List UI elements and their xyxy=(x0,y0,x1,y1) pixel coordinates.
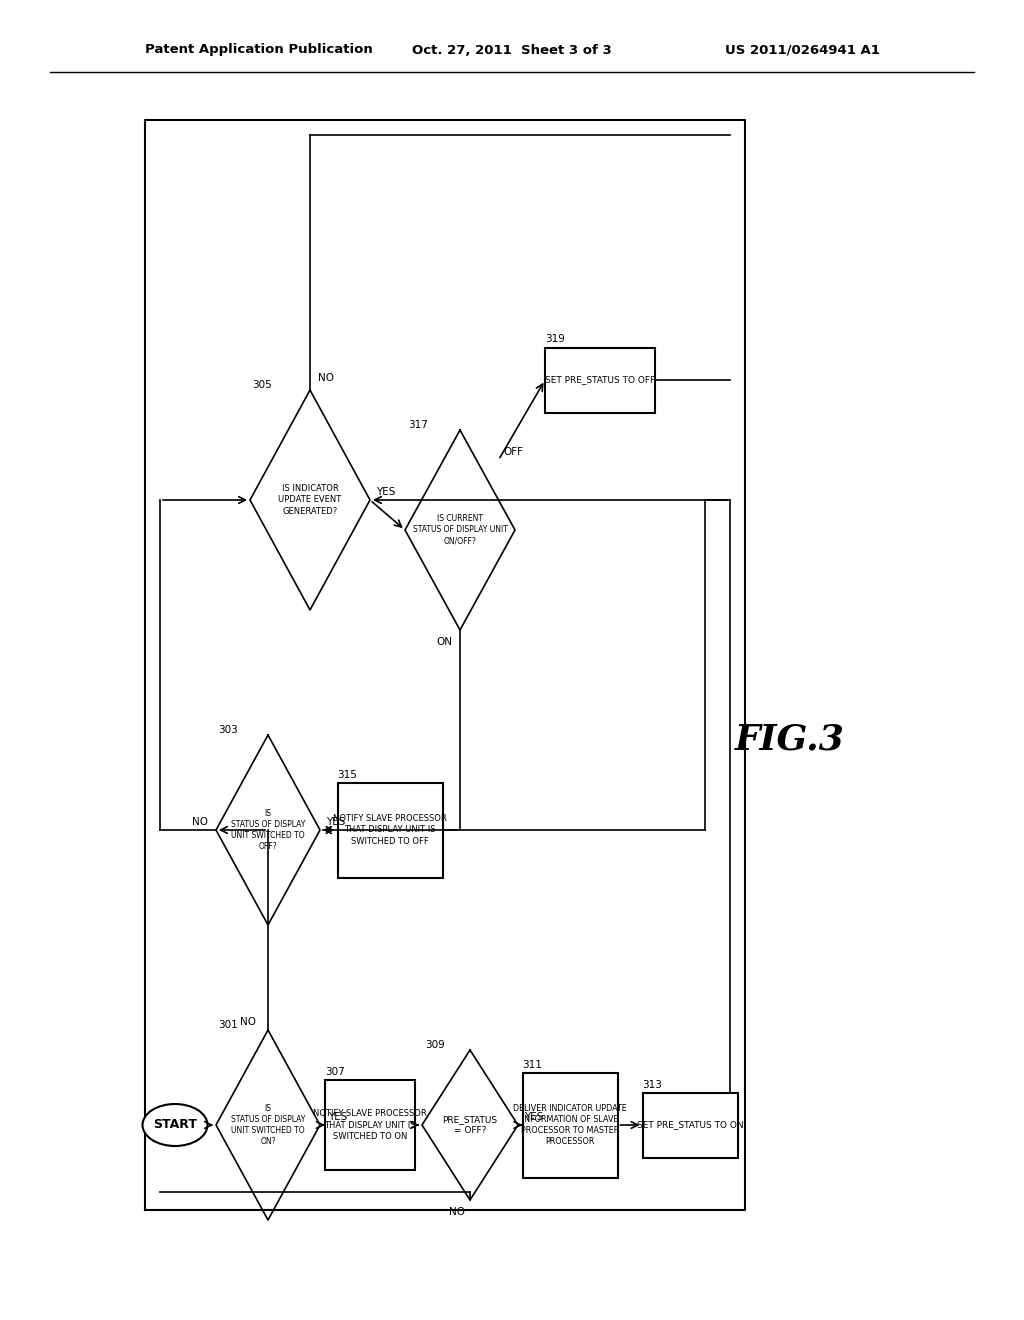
Text: 301: 301 xyxy=(218,1020,238,1030)
Text: SET PRE_STATUS TO OFF: SET PRE_STATUS TO OFF xyxy=(545,375,655,384)
Text: NO: NO xyxy=(318,374,334,383)
Text: YES: YES xyxy=(524,1111,544,1122)
Text: 317: 317 xyxy=(408,420,428,430)
Text: START: START xyxy=(153,1118,197,1131)
Text: NOTIFY SLAVE PROCESSOR
THAT DISPLAY UNIT IS
SWITCHED TO OFF: NOTIFY SLAVE PROCESSOR THAT DISPLAY UNIT… xyxy=(333,814,446,846)
Text: US 2011/0264941 A1: US 2011/0264941 A1 xyxy=(725,44,880,57)
Text: 303: 303 xyxy=(218,725,238,735)
Text: 315: 315 xyxy=(338,770,357,780)
Text: OFF: OFF xyxy=(504,447,523,457)
Bar xyxy=(325,1080,415,1170)
Text: NOTIFY SLAVE PROCESSOR
THAT DISPLAY UNIT IS
SWITCHED TO ON: NOTIFY SLAVE PROCESSOR THAT DISPLAY UNIT… xyxy=(313,1109,427,1140)
Text: YES: YES xyxy=(328,1111,347,1122)
Text: NO: NO xyxy=(449,1206,465,1217)
Text: IS
STATUS OF DISPLAY
UNIT SWITCHED TO
ON?: IS STATUS OF DISPLAY UNIT SWITCHED TO ON… xyxy=(230,1104,305,1146)
Text: IS CURRENT
STATUS OF DISPLAY UNIT
ON/OFF?: IS CURRENT STATUS OF DISPLAY UNIT ON/OFF… xyxy=(413,515,508,545)
Text: 309: 309 xyxy=(425,1040,444,1049)
Ellipse shape xyxy=(142,1104,208,1146)
Text: YES: YES xyxy=(376,487,395,498)
Text: 313: 313 xyxy=(642,1080,663,1089)
Text: 305: 305 xyxy=(252,380,271,389)
Text: YES: YES xyxy=(326,817,345,828)
Text: 319: 319 xyxy=(545,334,565,345)
Text: IS INDICATOR
UPDATE EVENT
GENERATED?: IS INDICATOR UPDATE EVENT GENERATED? xyxy=(279,484,342,516)
Text: Patent Application Publication: Patent Application Publication xyxy=(145,44,373,57)
Text: 311: 311 xyxy=(522,1060,543,1069)
Text: Oct. 27, 2011  Sheet 3 of 3: Oct. 27, 2011 Sheet 3 of 3 xyxy=(412,44,612,57)
Bar xyxy=(642,1093,737,1158)
Bar xyxy=(545,347,655,412)
Text: SET PRE_STATUS TO ON: SET PRE_STATUS TO ON xyxy=(637,1121,743,1130)
Text: PRE_STATUS
= OFF?: PRE_STATUS = OFF? xyxy=(442,1115,498,1135)
Text: ON: ON xyxy=(436,638,452,647)
Bar xyxy=(338,783,442,878)
Text: NO: NO xyxy=(193,817,208,828)
Text: DELIVER INDICATOR UPDATE
INFORMATION OF SLAVE
PROCESSOR TO MASTER
PROCESSOR: DELIVER INDICATOR UPDATE INFORMATION OF … xyxy=(513,1104,627,1146)
Text: IS
STATUS OF DISPLAY
UNIT SWITCHED TO
OFF?: IS STATUS OF DISPLAY UNIT SWITCHED TO OF… xyxy=(230,809,305,851)
Text: 307: 307 xyxy=(325,1067,345,1077)
Text: NO: NO xyxy=(240,1016,256,1027)
Text: FIG.3: FIG.3 xyxy=(735,723,845,756)
Bar xyxy=(522,1072,617,1177)
